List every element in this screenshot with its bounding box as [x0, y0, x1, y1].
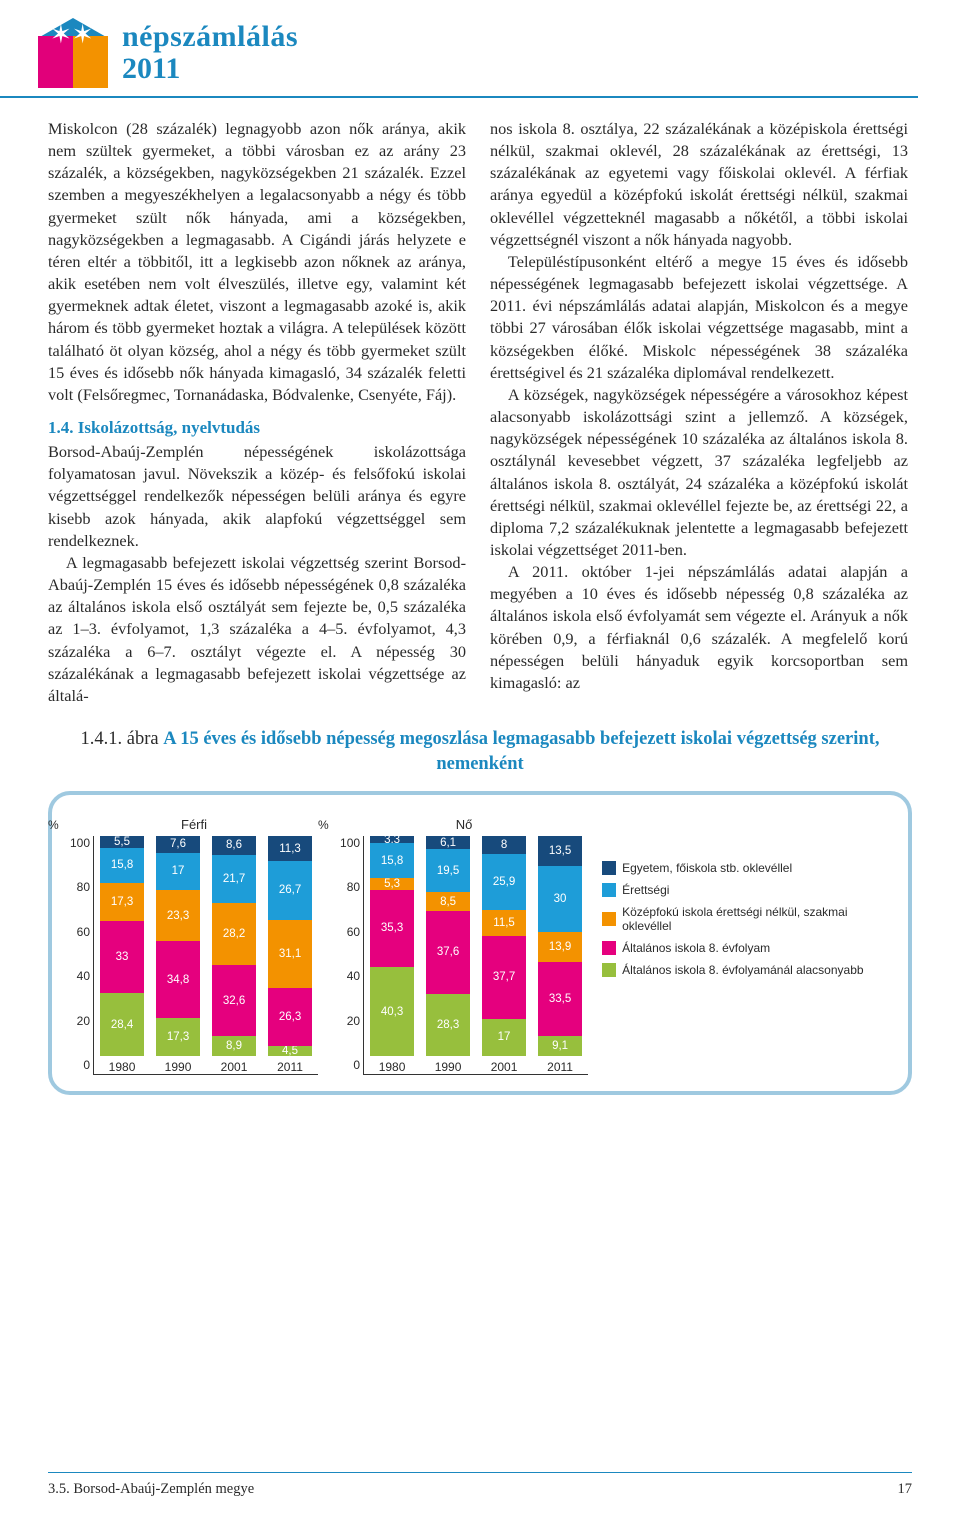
stacked-bar: 9,133,513,93013,5: [538, 836, 582, 1056]
stacked-bar: 28,337,68,519,56,1: [426, 836, 470, 1056]
bar-segment: 21,7: [212, 855, 256, 903]
bar-segment: 23,3: [156, 890, 200, 941]
chart-block: Férfi%10080604020028,43317,315,85,519801…: [70, 817, 318, 1075]
paragraph: A 2011. október 1-jei népszámlálás adata…: [490, 561, 908, 694]
legend-label: Egyetem, főiskola stb. oklevéllel: [622, 861, 792, 875]
bar-segment: 17,3: [100, 883, 144, 921]
bar-segment: 28,4: [100, 993, 144, 1055]
bar-segment: 3,3: [370, 836, 414, 843]
bar-segment: 37,7: [482, 936, 526, 1019]
bar-segment: 25,9: [482, 854, 526, 911]
bar-segment: 13,9: [538, 932, 582, 963]
chart-block: Nő%10080604020040,335,35,315,83,3198028,…: [340, 817, 588, 1075]
column-right: nos iskola 8. osztálya, 22 százalékának …: [490, 118, 908, 707]
bar-year-label: 1990: [165, 1060, 192, 1074]
paragraph: A legmagasabb befejezett iskolai végzett…: [48, 552, 466, 707]
column-left: Miskolcon (28 százalék) legnagyobb azon …: [48, 118, 466, 707]
legend-swatch: [602, 912, 616, 926]
bar-segment: 6,1: [426, 836, 470, 849]
legend-item: Egyetem, főiskola stb. oklevéllel: [602, 861, 890, 875]
people-icon: ✶✶: [50, 20, 94, 50]
chart-title-text: A 15 éves és idősebb népesség megoszlása…: [163, 729, 879, 774]
header-title: népszámlálás: [122, 22, 298, 52]
stacked-bar: 4,526,331,126,711,3: [268, 836, 312, 1056]
bar-year-label: 2001: [221, 1060, 248, 1074]
page-number: 17: [898, 1481, 913, 1498]
page-footer: 3.5. Borsod-Abaúj-Zemplén megye 17: [48, 1472, 912, 1498]
bar-segment: 8,6: [212, 836, 256, 855]
chart-number: 1.4.1. ábra: [81, 729, 164, 749]
bar-segment: 32,6: [212, 965, 256, 1037]
bar-segment: 4,5: [268, 1046, 312, 1056]
bar-year-label: 1990: [435, 1060, 462, 1074]
bar-segment: 8,5: [426, 892, 470, 911]
header-year: 2011: [122, 54, 298, 84]
section-heading: 1.4. Iskolázottság, nyelvtudás: [48, 416, 466, 439]
stacked-bar: 8,932,628,221,78,6: [212, 836, 256, 1056]
legend-item: Általános iskola 8. évfolyam: [602, 941, 890, 955]
bar-segment: 15,8: [100, 848, 144, 883]
bar-segment: 26,3: [268, 988, 312, 1046]
bar-segment: 31,1: [268, 920, 312, 988]
bar-segment: 17: [482, 1019, 526, 1056]
bar-segment: 8,9: [212, 1036, 256, 1056]
bar-year-label: 1980: [109, 1060, 136, 1074]
bar-segment: 8: [482, 836, 526, 854]
legend-swatch: [602, 941, 616, 955]
bar-segment: 13,5: [538, 836, 582, 866]
bar-segment: 11,5: [482, 910, 526, 935]
bar-segment: 30: [538, 866, 582, 932]
paragraph: Miskolcon (28 százalék) legnagyobb azon …: [48, 118, 466, 406]
legend-label: Érettségi: [622, 883, 669, 897]
bar-segment: 17: [156, 853, 200, 890]
paragraph: Településtípusonként eltérő a megye 15 é…: [490, 251, 908, 384]
footer-section: 3.5. Borsod-Abaúj-Zemplén megye: [48, 1481, 254, 1498]
legend-label: Általános iskola 8. évfolyam: [622, 941, 770, 955]
bar-segment: 35,3: [370, 890, 414, 968]
chart-title: 1.4.1. ábra A 15 éves és idősebb népessé…: [60, 727, 900, 777]
bar-segment: 33: [100, 921, 144, 994]
bar-segment: 34,8: [156, 941, 200, 1018]
bar-segment: 28,2: [212, 903, 256, 965]
chart-subtitle: Nő: [456, 817, 473, 832]
page-header: ✶✶ népszámlálás 2011: [0, 0, 918, 98]
paragraph: A községek, nagyközségek népességére a v…: [490, 384, 908, 561]
bar-segment: 15,8: [370, 843, 414, 878]
legend-label: Általános iskola 8. évfolyamánál alacson…: [622, 963, 863, 977]
legend-swatch: [602, 883, 616, 897]
legend-item: Általános iskola 8. évfolyamánál alacson…: [602, 963, 890, 977]
stacked-bar: 28,43317,315,85,5: [100, 836, 144, 1056]
bar-segment: 9,1: [538, 1036, 582, 1056]
bar-year-label: 1980: [379, 1060, 406, 1074]
bar-year-label: 2011: [547, 1060, 573, 1074]
bar-segment: 5,5: [100, 836, 144, 848]
bar-year-label: 2001: [491, 1060, 518, 1074]
bar-segment: 26,7: [268, 861, 312, 920]
chart-panel: Férfi%10080604020028,43317,315,85,519801…: [48, 791, 912, 1095]
bar-segment: 5,3: [370, 878, 414, 890]
paragraph: Borsod-Abaúj-Zemplén népességének iskolá…: [48, 441, 466, 552]
bar-segment: 11,3: [268, 836, 312, 861]
bar-segment: 19,5: [426, 849, 470, 892]
bar-segment: 7,6: [156, 836, 200, 853]
bar-segment: 17,3: [156, 1018, 200, 1056]
stacked-bar: 17,334,823,3177,6: [156, 836, 200, 1056]
legend-swatch: [602, 861, 616, 875]
legend-item: Érettségi: [602, 883, 890, 897]
census-logo: ✶✶: [38, 18, 108, 88]
bar-segment: 37,6: [426, 911, 470, 994]
legend-item: Középfokú iskola érettségi nélkül, szakm…: [602, 905, 890, 933]
body-columns: Miskolcon (28 százalék) legnagyobb azon …: [0, 118, 960, 707]
legend-swatch: [602, 963, 616, 977]
chart-subtitle: Férfi: [181, 817, 207, 832]
bar-segment: 33,5: [538, 962, 582, 1036]
stacked-bar: 40,335,35,315,83,3: [370, 836, 414, 1056]
paragraph: nos iskola 8. osztálya, 22 százalékának …: [490, 118, 908, 251]
legend-label: Középfokú iskola érettségi nélkül, szakm…: [622, 905, 890, 933]
stacked-bar: 1737,711,525,98: [482, 836, 526, 1056]
chart-legend: Egyetem, főiskola stb. oklevéllel Érettsé…: [602, 817, 890, 985]
bar-year-label: 2011: [277, 1060, 303, 1074]
bar-segment: 28,3: [426, 994, 470, 1056]
bar-segment: 40,3: [370, 967, 414, 1056]
